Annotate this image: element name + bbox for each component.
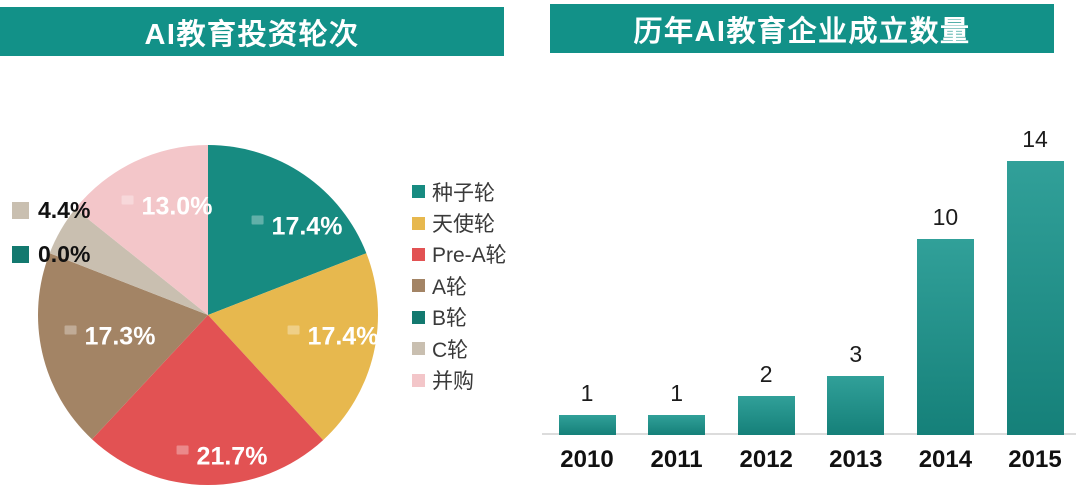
bar-value-label: 3: [849, 341, 863, 368]
pie-slice-label: 21.7%: [176, 442, 268, 472]
label-key-icon: [121, 195, 134, 205]
legend-swatch-icon: [412, 342, 425, 356]
legend-swatch-icon: [412, 279, 425, 293]
legend-item: 并购: [412, 364, 507, 395]
bar-panel-title: 历年AI教育企业成立数量: [550, 4, 1054, 53]
bar-value-label: 1: [670, 380, 683, 407]
pie-callout: 4.4%: [12, 197, 90, 224]
legend-label: 天使轮: [432, 213, 495, 237]
legend-item: 天使轮: [412, 207, 507, 238]
bar-category-label: 2013: [829, 446, 883, 473]
pie-panel-title: AI教育投资轮次: [0, 7, 504, 56]
legend-label: 种子轮: [432, 181, 495, 205]
pie-chart: [37, 145, 379, 486]
bar-category-label: 2011: [650, 446, 703, 473]
pie-slice: [92, 315, 324, 486]
pie-legend: 种子轮天使轮 Pre-A轮 A轮 B轮 C轮并购: [412, 176, 507, 396]
pie-slice-label: 17.3%: [64, 322, 156, 352]
bar: [737, 395, 795, 435]
legend-swatch-icon: [412, 247, 425, 261]
legend-swatch-icon: [412, 216, 425, 230]
legend-label: C轮: [432, 338, 469, 362]
legend-swatch-icon: [412, 185, 425, 199]
callout-swatch-icon: [12, 246, 29, 263]
pie-slice-label: 17.4%: [287, 322, 379, 352]
pie-slice-percentage: 13.0%: [141, 192, 213, 221]
legend-label: A轮: [432, 275, 468, 299]
pie-slice-percentage: 17.4%: [271, 212, 343, 241]
legend-label: 并购: [432, 370, 474, 394]
bar: [558, 415, 616, 435]
pie-panel-title-text: AI教育投资轮次: [144, 18, 360, 51]
legend-label: Pre-A轮: [432, 244, 507, 268]
bar-category-label: 2014: [918, 446, 973, 473]
pie-callout: 0.0%: [12, 241, 90, 268]
bar: [648, 415, 706, 435]
pie-slice: [49, 208, 208, 315]
bar-value-label: 14: [1022, 125, 1048, 152]
pie-slice-label: 13.0%: [121, 192, 213, 222]
label-key-icon: [287, 325, 300, 335]
bar: [916, 239, 974, 435]
bar-value-label: 2: [759, 360, 773, 387]
bar-value-label: 1: [580, 380, 594, 407]
callout-percentage: 0.0%: [38, 241, 91, 267]
bar: [1006, 160, 1064, 435]
pie-slice-percentage: 21.7%: [196, 442, 268, 471]
callout-percentage: 4.4%: [38, 197, 91, 223]
pie-slice-label: 17.4%: [251, 212, 343, 242]
legend-item: 种子轮: [412, 176, 507, 207]
callout-swatch-icon: [12, 202, 29, 219]
legend-item: A轮: [412, 270, 507, 301]
bar-panel-title-text: 历年AI教育企业成立数量: [633, 15, 971, 48]
legend-item: B轮: [412, 302, 507, 333]
legend-item: C轮: [412, 333, 507, 364]
bar-category-label: 2010: [560, 446, 614, 473]
legend-item: Pre-A轮: [412, 239, 507, 270]
pie-slice: [208, 253, 379, 441]
pie-slice: [208, 145, 367, 315]
pie-slice: [37, 253, 208, 440]
legend-swatch-icon: [412, 310, 425, 324]
bar-category-label: 2015: [1008, 446, 1062, 473]
legend-label: B轮: [432, 307, 468, 331]
pie-slice: [75, 145, 208, 315]
label-key-icon: [251, 215, 264, 225]
bar: [827, 376, 885, 435]
pie-slice-percentage: 17.4%: [307, 322, 379, 351]
label-key-icon: [64, 325, 77, 335]
x-axis-baseline: [542, 433, 1076, 435]
pie-slice-percentage: 17.3%: [84, 322, 156, 351]
legend-swatch-icon: [412, 373, 425, 387]
bar-category-label: 2012: [739, 446, 793, 473]
bar-value-label: 10: [932, 204, 959, 230]
label-key-icon: [176, 445, 189, 455]
